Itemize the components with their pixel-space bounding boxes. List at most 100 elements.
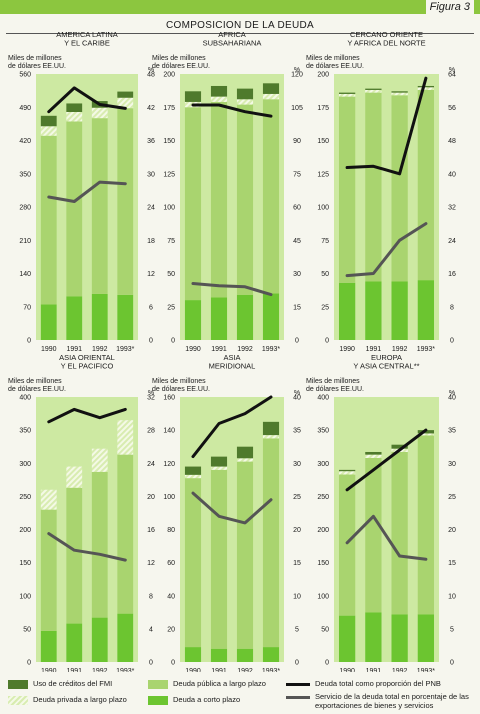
panel-6-ytick-8: 400 [317,395,329,402]
panel-5-y2tick-4: 20 [293,527,301,534]
panel-1-y2tick-1: 6 [149,304,153,311]
panel-5-bar-fmi-2 [236,446,254,459]
panel-1-bar-fmi-1 [66,103,83,112]
panel-5-y2tick-6: 30 [293,461,301,468]
panel-3-bar-public_long-3 [417,89,435,281]
legend-item-private-long: Deuda privada a largo plazo [8,695,127,705]
panel-4-y2tick-3: 12 [147,560,155,567]
panel-6-bar-short-2 [391,614,408,662]
panel-6-ylabel-line-0: Miles de millones [306,378,360,385]
panel-2-ytick-1: 25 [167,304,175,311]
panel-4-y2tick-2: 8 [149,593,153,600]
panel-1-ytick-2: 140 [19,271,31,278]
panel-6-bar-fmi-0 [338,469,356,472]
panel-6-bar-public_long-3 [417,435,435,615]
panel-5-line-debt_gnp_line [191,395,273,459]
panel-6-y2tick-2: 10 [448,593,456,600]
panel-6-ytick-5: 250 [317,494,329,501]
panel-2-bar-private_long-3 [262,93,280,100]
panel-3-xtick-3: 1993* [417,346,436,353]
panel-5-bar-fmi-1 [210,456,228,467]
panel-2-xtick-2: 1992 [237,346,253,353]
panel-4-ytick-6: 300 [19,461,31,468]
panel-6-line-debt_gnp_line [345,428,428,492]
legend-label-service: Servicio de la deuda total en porcentaje… [315,692,469,710]
panel-4-xtick-2: 1992 [92,668,108,672]
legend-swatch-public-long [148,680,168,689]
panel-3-bar-fmi-2 [391,91,408,93]
panel-6-bar-public_long-1 [365,457,382,613]
legend-label-fmi: Uso de créditos del FMI [33,679,113,688]
panel-3-bar-public_long-2 [391,95,408,282]
panel-4-y2tick-0: 0 [149,660,153,667]
panel-4-bar-private_long-0 [40,489,57,510]
panel-5-y2tick-0: 0 [295,660,299,667]
panel-1-bar-private_long-3 [117,97,134,109]
panel-2-ytick-8: 200 [163,72,175,79]
panel-2-xtick-1: 1991 [211,346,227,353]
panel-4-ytick-7: 350 [19,428,31,435]
panel-5-bar-short-3 [262,647,280,662]
panel-5-xtick-3: 1993* [262,668,281,672]
panel-1-bar-public_long-3 [117,108,134,295]
legend-swatch-fmi [8,680,28,689]
panel-3-bar-short-2 [391,281,408,340]
panel-5-title-line-0: ASIA [223,353,240,362]
panel-6-y2label: % [449,390,455,397]
panel-1-bar-short-2 [91,293,108,340]
panel-2-y2tick-3: 45 [293,238,301,245]
panel-1-bar-public_long-0 [40,135,57,305]
panel-6-xtick-3: 1993* [417,668,436,672]
panel-2-bar-short-1 [210,297,228,340]
panel-3-ytick-7: 175 [317,105,329,112]
panel-1-bar-public_long-2 [91,118,108,294]
panel-3-bar-fmi-1 [365,88,382,90]
panel-1-ylabel-line-1: de dólares EE.UU. [8,63,66,70]
panel-1-ytick-6: 420 [19,138,31,145]
panel-3-bar-private_long-0 [338,93,356,97]
main-title: COMPOSICION DE LA DEUDA [165,20,315,31]
panel-2-y2tick-4: 60 [293,205,301,212]
panel-6-bar-short-1 [365,612,382,662]
legend-item-service: Servicio de la deuda total en porcentaje… [286,692,472,710]
panel-2-xtick-0: 1990 [185,346,201,353]
panel-5-bar-private_long-1 [210,466,228,470]
panel-1-y2tick-2: 12 [147,271,155,278]
legend-label-short: Deuda a corto plazo [173,695,241,704]
panel-5-line-service_line [191,491,273,525]
panel-3-y2tick-7: 56 [448,105,456,112]
legend-swatch-short [148,696,168,705]
panel-2-bar-short-0 [184,300,202,340]
panel-6-bar-public_long-0 [338,474,356,616]
panel-4-y2tick-7: 28 [147,428,155,435]
panel-2-bar-public_long-2 [236,104,254,295]
panel-6-ytick-0: 0 [325,660,329,667]
panel-2-ylabel-line-0: Miles de millones [152,55,206,62]
panel-2-line-debt_gnp_line [191,103,273,118]
panel-3-ytick-4: 100 [317,205,329,212]
panel-5-bar-public_long-2 [236,461,254,649]
panel-1-bar-short-0 [40,304,57,340]
panel-2-ytick-2: 50 [167,271,175,278]
panel-6-bar-private_long-0 [338,471,356,475]
panel-3-y2tick-3: 24 [448,238,456,245]
panel-2-ytick-5: 125 [163,171,175,178]
panel-2-y2tick-7: 105 [291,105,303,112]
panel-3-xtick-0: 1990 [339,346,355,353]
panel-2-y2tick-6: 90 [293,138,301,145]
panel-4-bar-public_long-1 [66,487,83,624]
panel-1-ytick-0: 0 [27,338,31,345]
legend-line-debt-gnp [286,683,310,686]
panel-1-xtick-0: 1990 [41,346,57,353]
legend-item-short: Deuda a corto plazo [148,695,241,705]
panel-2-title-line-1: SUBSAHARIANA [203,39,262,48]
panel-3-bar-public_long-0 [338,96,356,283]
panel-4-ylabel-line-1: de dólares EE.UU. [8,386,66,393]
panel-3-bar-fmi-3 [417,85,435,88]
panel-6-bar-short-3 [417,614,435,662]
panel-6-y2tick-6: 30 [448,461,456,468]
panel-2-y2tick-2: 30 [293,271,301,278]
panel-1-xtick-2: 1992 [92,346,108,353]
panel-5-y2tick-1: 5 [295,626,299,633]
panel-2-bar-public_long-0 [184,107,202,301]
